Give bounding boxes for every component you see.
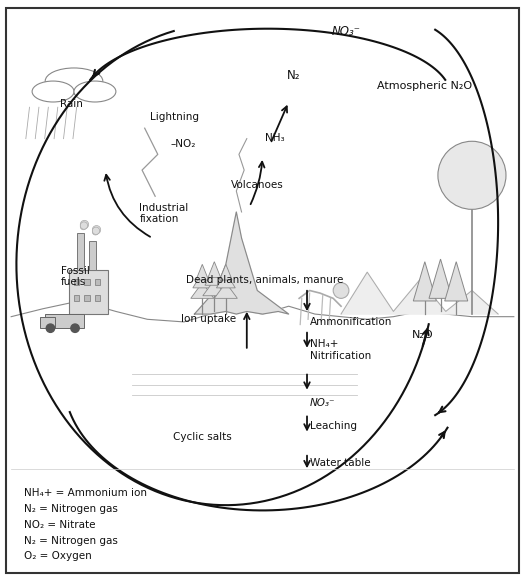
Text: N₂ = Nitrogen gas: N₂ = Nitrogen gas: [24, 536, 118, 546]
Ellipse shape: [74, 81, 116, 102]
Circle shape: [92, 225, 101, 234]
Circle shape: [438, 141, 506, 209]
FancyBboxPatch shape: [89, 241, 96, 270]
Text: N₂: N₂: [287, 69, 301, 83]
FancyBboxPatch shape: [6, 8, 519, 573]
FancyBboxPatch shape: [95, 279, 100, 285]
Polygon shape: [205, 270, 224, 285]
FancyBboxPatch shape: [95, 295, 100, 301]
Ellipse shape: [45, 68, 103, 94]
Polygon shape: [203, 280, 226, 296]
Text: NO₃⁻: NO₃⁻: [310, 397, 335, 408]
Circle shape: [80, 220, 89, 229]
FancyBboxPatch shape: [74, 279, 79, 285]
Text: Fossil
fuels: Fossil fuels: [61, 266, 90, 287]
Text: NH₃: NH₃: [265, 133, 285, 144]
Text: N₂ = Nitrogen gas: N₂ = Nitrogen gas: [24, 504, 118, 514]
Polygon shape: [216, 272, 235, 288]
Circle shape: [71, 324, 79, 332]
Text: N₂O: N₂O: [412, 329, 433, 340]
Ellipse shape: [32, 81, 74, 102]
Polygon shape: [193, 272, 212, 288]
Text: NH₄+
Nitrification: NH₄+ Nitrification: [310, 339, 371, 361]
Text: Dead plants, animals, manure: Dead plants, animals, manure: [186, 275, 344, 285]
FancyBboxPatch shape: [11, 343, 514, 573]
Polygon shape: [214, 282, 237, 299]
Text: Rain: Rain: [60, 99, 83, 109]
Text: Atmospheric N₂O: Atmospheric N₂O: [377, 81, 472, 91]
FancyBboxPatch shape: [69, 270, 108, 314]
Circle shape: [92, 229, 99, 235]
Text: Ion uptake: Ion uptake: [181, 314, 236, 324]
Text: Cyclic salts: Cyclic salts: [173, 432, 232, 442]
Text: –NO₂: –NO₂: [171, 138, 196, 149]
FancyBboxPatch shape: [74, 295, 79, 301]
Circle shape: [80, 222, 88, 229]
FancyBboxPatch shape: [11, 18, 514, 343]
Text: NO₃⁻: NO₃⁻: [332, 25, 361, 38]
Text: NH₄+ = Ammonium ion: NH₄+ = Ammonium ion: [24, 489, 147, 498]
FancyBboxPatch shape: [40, 317, 55, 328]
FancyBboxPatch shape: [77, 233, 84, 270]
Circle shape: [92, 227, 100, 235]
Text: Ammonification: Ammonification: [310, 317, 392, 327]
Text: O₂ = Oxygen: O₂ = Oxygen: [24, 551, 92, 561]
Polygon shape: [413, 261, 436, 301]
Polygon shape: [429, 259, 452, 299]
Polygon shape: [196, 264, 208, 280]
Polygon shape: [194, 212, 289, 314]
Circle shape: [333, 282, 349, 299]
Text: Lightning: Lightning: [150, 112, 199, 123]
Polygon shape: [341, 272, 498, 314]
Text: Volcanoes: Volcanoes: [231, 180, 284, 191]
Text: Industrial
fixation: Industrial fixation: [140, 203, 188, 224]
Text: Leaching: Leaching: [310, 421, 356, 431]
Circle shape: [46, 324, 55, 332]
Polygon shape: [191, 282, 214, 299]
Circle shape: [80, 224, 87, 229]
FancyBboxPatch shape: [45, 314, 85, 328]
Polygon shape: [208, 261, 220, 277]
FancyBboxPatch shape: [85, 279, 90, 285]
Polygon shape: [219, 264, 232, 280]
Text: NO₂ = Nitrate: NO₂ = Nitrate: [24, 520, 96, 530]
Polygon shape: [445, 261, 468, 301]
Text: Water table: Water table: [310, 458, 370, 468]
FancyBboxPatch shape: [85, 295, 90, 301]
